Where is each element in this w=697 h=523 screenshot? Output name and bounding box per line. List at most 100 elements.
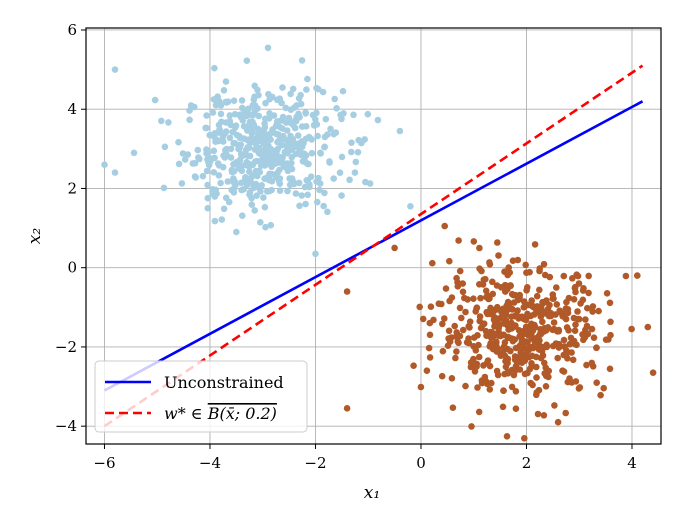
scatter-point-cluster-1	[310, 121, 318, 129]
scatter-point-cluster-2	[489, 278, 496, 286]
scatter-point-cluster-2	[584, 304, 591, 312]
scatter-point-cluster-2	[595, 307, 602, 315]
scatter-point-cluster-2	[535, 386, 543, 394]
scatter-point-cluster-1	[313, 178, 320, 185]
scatter-point-cluster-1	[218, 216, 226, 223]
scatter-point-cluster-1	[303, 86, 310, 93]
scatter-point-cluster-1	[287, 90, 294, 98]
scatter-point-cluster-1	[194, 146, 202, 154]
scatter-point-cluster-2	[569, 275, 576, 282]
y-tick-label: 2	[67, 179, 77, 197]
scatter-point-cluster-2	[499, 403, 507, 411]
scatter-point-cluster-2	[583, 361, 590, 369]
scatter-point-cluster-1	[274, 169, 282, 176]
scatter-point-cluster-2	[442, 285, 450, 292]
scatter-point-cluster-1	[130, 149, 138, 157]
scatter-point-cluster-2	[572, 378, 580, 385]
scatter-point-cluster-1	[254, 105, 261, 112]
scatter-point-cluster-1	[251, 158, 259, 165]
scatter-point-cluster-1	[205, 149, 212, 156]
scatter-point-cluster-1	[290, 178, 297, 186]
scatter-point-cluster-1	[222, 194, 230, 202]
scatter-point-cluster-2	[549, 342, 557, 350]
scatter-point-cluster-2	[455, 339, 462, 347]
scatter-point-cluster-1	[211, 154, 218, 162]
y-tick-label: −2	[55, 338, 77, 356]
scatter-point-cluster-1	[230, 139, 237, 147]
scatter-point-cluster-1	[160, 184, 168, 192]
scatter-point-cluster-1	[330, 130, 338, 138]
scatter-point-cluster-2	[545, 312, 553, 320]
scatter-point-cluster-2	[449, 404, 457, 412]
scatter-point-cluster-1	[327, 125, 334, 133]
scatter-point-cluster-1	[228, 166, 236, 174]
scatter-point-cluster-2	[441, 315, 448, 322]
scatter-point-cluster-1	[315, 85, 322, 93]
scatter-point-cluster-2	[540, 412, 548, 419]
scatter-point-cluster-1	[215, 129, 223, 136]
scatter-point-cluster-2	[522, 316, 530, 324]
scatter-point-cluster-1	[285, 114, 293, 122]
scatter-point-cluster-2	[439, 320, 446, 328]
scatter-point-cluster-1	[211, 217, 219, 225]
scatter-point-cluster-2	[512, 344, 520, 352]
scatter-point-cluster-1	[243, 112, 250, 120]
scatter-point-cluster-1	[272, 122, 280, 130]
scatter-point-cluster-1	[191, 103, 198, 111]
scatter-point-cluster-1	[219, 133, 227, 140]
scatter-point-cluster-2	[570, 296, 578, 303]
scatter-point-cluster-2	[536, 337, 543, 344]
scatter-point-cluster-1	[350, 111, 357, 119]
scatter-point-cluster-1	[298, 57, 306, 64]
scatter-point-cluster-1	[186, 107, 193, 114]
scatter-point-cluster-1	[223, 151, 230, 158]
scatter-point-cluster-1	[254, 134, 261, 141]
scatter-point-cluster-1	[293, 140, 301, 148]
scatter-point-cluster-2	[546, 301, 553, 309]
scatter-point-cluster-1	[270, 159, 278, 167]
scatter-point-cluster-2	[462, 382, 469, 390]
scatter-point-cluster-1	[192, 174, 200, 181]
scatter-point-cluster-1	[239, 117, 247, 124]
scatter-point-cluster-1	[291, 117, 299, 124]
scatter-point-cluster-2	[343, 405, 351, 412]
scatter-point-cluster-1	[322, 115, 330, 123]
scatter-point-cluster-2	[575, 385, 583, 392]
scatter-point-cluster-2	[569, 356, 577, 364]
y-tick-label: −4	[55, 417, 77, 435]
scatter-point-cluster-1	[246, 152, 254, 160]
x-tick-label: 0	[416, 454, 426, 472]
scatter-point-cluster-2	[606, 299, 614, 307]
scatter-point-cluster-1	[246, 137, 254, 145]
scatter-point-cluster-2	[444, 342, 452, 350]
scatter-point-cluster-2	[526, 268, 533, 276]
scatter-point-cluster-1	[233, 228, 240, 236]
scatter-point-cluster-2	[606, 365, 614, 373]
scatter-point-cluster-2	[451, 322, 459, 330]
scatter-point-cluster-1	[253, 192, 260, 199]
scatter-point-cluster-2	[589, 363, 597, 370]
scatter-point-cluster-1	[298, 123, 306, 130]
scatter-point-cluster-2	[563, 298, 570, 306]
scatter-point-cluster-1	[288, 165, 296, 173]
scatter-point-cluster-2	[464, 296, 471, 303]
scatter-point-cluster-1	[319, 88, 327, 96]
scatter-point-cluster-1	[374, 116, 382, 124]
scatter-point-cluster-2	[448, 334, 455, 341]
scatter-point-cluster-2	[526, 343, 533, 351]
scatter-point-cluster-2	[476, 281, 483, 288]
axis-ticks: −6 −4 −2 0 2 4 −4 −2 0 2 4 6	[55, 21, 637, 472]
scatter-point-cluster-2	[453, 348, 460, 355]
scatter-point-cluster-1	[331, 95, 339, 103]
scatter-point-cluster-1	[265, 134, 273, 142]
scatter-point-cluster-1	[304, 160, 311, 167]
scatter-point-cluster-1	[312, 116, 319, 123]
scatter-point-cluster-2	[509, 257, 517, 265]
legend: Unconstrained w* ∈ B(x̄; 0.2)	[94, 360, 308, 433]
scatter-point-cluster-1	[262, 148, 269, 156]
scatter-point-cluster-1	[264, 44, 272, 52]
scatter-point-cluster-1	[256, 168, 264, 176]
scatter-point-cluster-2	[429, 259, 436, 267]
x-tick-label: 4	[627, 454, 637, 472]
scatter-point-cluster-1	[326, 159, 333, 166]
